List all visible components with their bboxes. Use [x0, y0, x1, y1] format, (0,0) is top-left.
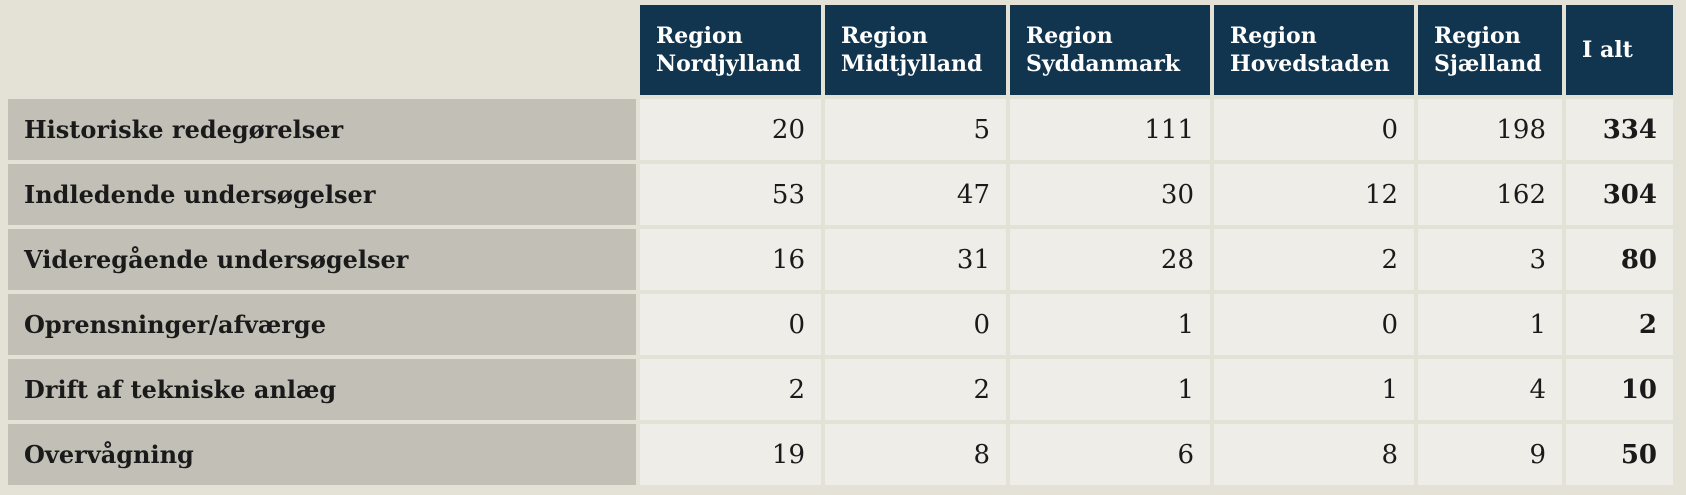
total-cell: 80	[1566, 229, 1673, 290]
value-cell: 28	[1010, 229, 1210, 290]
table-row: Overvågning 19 8 6 8 9 50	[8, 424, 1673, 485]
row-label: Oprensninger/afværge	[8, 294, 636, 355]
row-label: Indledende undersøgelser	[8, 164, 636, 225]
row-label: Overvågning	[8, 424, 636, 485]
column-header-line: Sjælland	[1434, 51, 1542, 77]
value-cell: 162	[1418, 164, 1562, 225]
column-header-line: Region	[1026, 23, 1113, 49]
total-cell: 50	[1566, 424, 1673, 485]
table-row: Drift af tekniske anlæg 2 2 1 1 4 10	[8, 359, 1673, 420]
row-label: Historiske redegørelser	[8, 99, 636, 160]
value-cell: 3	[1418, 229, 1562, 290]
column-header-line: Midtjylland	[841, 51, 983, 77]
value-cell: 2	[640, 359, 821, 420]
value-cell: 1	[1418, 294, 1562, 355]
value-cell: 1	[1010, 359, 1210, 420]
value-cell: 30	[1010, 164, 1210, 225]
value-cell: 6	[1010, 424, 1210, 485]
row-label: Videregående undersøgelser	[8, 229, 636, 290]
value-cell: 2	[825, 359, 1006, 420]
value-cell: 1	[1214, 359, 1414, 420]
value-cell: 47	[825, 164, 1006, 225]
total-cell: 334	[1566, 99, 1673, 160]
column-header-line: Region	[656, 23, 743, 49]
column-header-line: Region	[841, 23, 928, 49]
value-cell: 12	[1214, 164, 1414, 225]
table-row: Historiske redegørelser 20 5 111 0 198 334	[8, 99, 1673, 160]
value-cell: 5	[825, 99, 1006, 160]
value-cell: 31	[825, 229, 1006, 290]
value-cell: 1	[1010, 294, 1210, 355]
column-header-line: Syddanmark	[1026, 51, 1181, 77]
table-row: Indledende undersøgelser 53 47 30 12 162 304	[8, 164, 1673, 225]
column-header-line: Region	[1230, 23, 1317, 49]
table-row: Videregående undersøgelser 16 31 28 2 3 80	[8, 229, 1673, 290]
data-table: Region Nordjylland Region Midtjylland Region…	[4, 1, 1677, 489]
corner-cell	[8, 5, 636, 95]
column-header-line: Nordjylland	[656, 51, 801, 77]
total-cell: 304	[1566, 164, 1673, 225]
value-cell: 9	[1418, 424, 1562, 485]
column-header-line: Region	[1434, 23, 1521, 49]
value-cell: 8	[825, 424, 1006, 485]
value-cell: 111	[1010, 99, 1210, 160]
header-row: Region Nordjylland Region Midtjylland Region…	[8, 5, 1673, 95]
column-header: Region Nordjylland	[640, 5, 821, 95]
value-cell: 53	[640, 164, 821, 225]
value-cell: 0	[1214, 294, 1414, 355]
row-label: Drift af tekniske anlæg	[8, 359, 636, 420]
column-header: Region Hovedstaden	[1214, 5, 1414, 95]
total-cell: 10	[1566, 359, 1673, 420]
value-cell: 0	[1214, 99, 1414, 160]
value-cell: 2	[1214, 229, 1414, 290]
value-cell: 8	[1214, 424, 1414, 485]
column-header: Region Syddanmark	[1010, 5, 1210, 95]
column-header: Region Sjælland	[1418, 5, 1562, 95]
value-cell: 0	[825, 294, 1006, 355]
value-cell: 19	[640, 424, 821, 485]
value-cell: 16	[640, 229, 821, 290]
column-header: Region Midtjylland	[825, 5, 1006, 95]
value-cell: 198	[1418, 99, 1562, 160]
value-cell: 4	[1418, 359, 1562, 420]
value-cell: 0	[640, 294, 821, 355]
table-row: Oprensninger/afværge 0 0 1 0 1 2	[8, 294, 1673, 355]
column-header-line: Hovedstaden	[1230, 51, 1390, 77]
column-header: I alt	[1566, 5, 1673, 95]
value-cell: 20	[640, 99, 821, 160]
column-header-line: I alt	[1582, 37, 1633, 63]
total-cell: 2	[1566, 294, 1673, 355]
